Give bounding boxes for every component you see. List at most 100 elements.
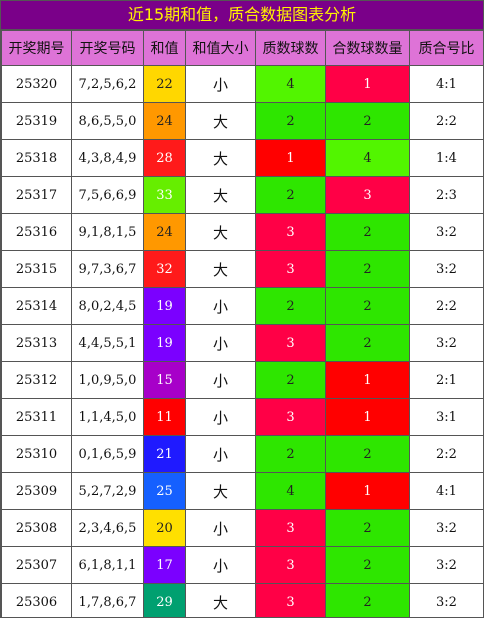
sum-size-cell: 小 [185,509,256,547]
ratio-cell: 3:2 [409,583,483,617]
composite-count-cell: 1 [325,472,410,510]
table-row: 25311 1,1,4,5,0 11 小 3 1 3:1 [1,398,483,436]
prime-count-cell: 4 [255,65,326,103]
period-cell: 25312 [1,361,72,399]
prime-count-cell: 4 [255,472,326,510]
numbers-cell: 4,4,5,5,1 [71,324,144,362]
period-cell: 25318 [1,139,72,177]
table-row: 25318 4,3,8,4,9 28 大 1 4 1:4 [1,139,483,177]
period-cell: 25313 [1,324,72,362]
composite-count-cell: 2 [325,546,410,584]
ratio-cell: 4:1 [409,472,483,510]
ratio-cell: 2:2 [409,435,483,473]
ratio-cell: 2:3 [409,176,483,214]
ratio-cell: 3:2 [409,324,483,362]
table-row: 25314 8,0,2,4,5 19 小 2 2 2:2 [1,287,483,325]
ratio-cell: 3:2 [409,213,483,251]
numbers-cell: 7,5,6,6,9 [71,176,144,214]
page-title: 近15期和值，质合数据图表分析 [1,1,483,30]
numbers-cell: 4,3,8,4,9 [71,139,144,177]
header-numbers: 开奖号码 [71,30,144,66]
numbers-cell: 1,1,4,5,0 [71,398,144,436]
prime-count-cell: 3 [255,213,326,251]
table-row: 25307 6,1,8,1,1 17 小 3 2 3:2 [1,546,483,584]
header-sum: 和值 [143,30,186,66]
sum-size-cell: 小 [185,546,256,584]
period-cell: 25314 [1,287,72,325]
period-cell: 25316 [1,213,72,251]
composite-count-cell: 2 [325,583,410,617]
prime-count-cell: 2 [255,287,326,325]
sum-cell: 25 [143,472,186,510]
sum-size-cell: 小 [185,324,256,362]
ratio-cell: 3:2 [409,509,483,547]
sum-size-cell: 大 [185,213,256,251]
table-body: 25320 7,2,5,6,2 22 小 4 1 4:1 25319 8,6,5,5,0 24 大 2… [1,65,483,617]
prime-count-cell: 1 [255,139,326,177]
sum-cell: 22 [143,65,186,103]
composite-count-cell: 2 [325,250,410,288]
table-row: 25319 8,6,5,5,0 24 大 2 2 2:2 [1,102,483,140]
composite-count-cell: 1 [325,398,410,436]
numbers-cell: 5,2,7,2,9 [71,472,144,510]
numbers-cell: 6,1,8,1,1 [71,546,144,584]
numbers-cell: 8,0,2,4,5 [71,287,144,325]
period-cell: 25308 [1,509,72,547]
table-row: 25313 4,4,5,5,1 19 小 3 2 3:2 [1,324,483,362]
composite-count-cell: 2 [325,509,410,547]
header-composite-count: 合数球数量 [325,30,410,66]
numbers-cell: 9,7,3,6,7 [71,250,144,288]
sum-cell: 19 [143,324,186,362]
ratio-cell: 2:2 [409,102,483,140]
numbers-cell: 2,3,4,6,5 [71,509,144,547]
ratio-cell: 3:1 [409,398,483,436]
ratio-cell: 2:2 [409,287,483,325]
table-row: 25312 1,0,9,5,0 15 小 2 1 2:1 [1,361,483,399]
numbers-cell: 0,1,6,5,9 [71,435,144,473]
ratio-cell: 1:4 [409,139,483,177]
numbers-cell: 8,6,5,5,0 [71,102,144,140]
prime-count-cell: 3 [255,546,326,584]
prime-count-cell: 3 [255,583,326,617]
ratio-cell: 3:2 [409,546,483,584]
ratio-cell: 4:1 [409,65,483,103]
table-row: 25317 7,5,6,6,9 33 大 2 3 2:3 [1,176,483,214]
prime-count-cell: 3 [255,509,326,547]
header-prime-count: 质数球数 [255,30,326,66]
sum-size-cell: 大 [185,583,256,617]
period-cell: 25317 [1,176,72,214]
sum-cell: 32 [143,250,186,288]
period-cell: 25315 [1,250,72,288]
period-cell: 25309 [1,472,72,510]
header-prime-composite-ratio: 质合号比 [409,30,483,66]
sum-cell: 29 [143,583,186,617]
composite-count-cell: 2 [325,324,410,362]
sum-size-cell: 大 [185,102,256,140]
prime-count-cell: 3 [255,250,326,288]
prime-count-cell: 2 [255,361,326,399]
composite-count-cell: 2 [325,435,410,473]
numbers-cell: 9,1,8,1,5 [71,213,144,251]
sum-cell: 20 [143,509,186,547]
composite-count-cell: 2 [325,213,410,251]
prime-count-cell: 2 [255,435,326,473]
numbers-cell: 7,2,5,6,2 [71,65,144,103]
sum-cell: 21 [143,435,186,473]
table-row: 25308 2,3,4,6,5 20 小 3 2 3:2 [1,509,483,547]
sum-size-cell: 小 [185,435,256,473]
period-cell: 25307 [1,546,72,584]
sum-size-cell: 大 [185,139,256,177]
table-row: 25315 9,7,3,6,7 32 大 3 2 3:2 [1,250,483,288]
sum-size-cell: 小 [185,287,256,325]
numbers-cell: 1,0,9,5,0 [71,361,144,399]
sum-size-cell: 小 [185,398,256,436]
composite-count-cell: 2 [325,102,410,140]
sum-size-cell: 小 [185,361,256,399]
ratio-cell: 3:2 [409,250,483,288]
sum-size-cell: 小 [185,65,256,103]
composite-count-cell: 1 [325,361,410,399]
composite-count-cell: 2 [325,287,410,325]
period-cell: 25310 [1,435,72,473]
table-row: 25309 5,2,7,2,9 25 大 4 1 4:1 [1,472,483,510]
